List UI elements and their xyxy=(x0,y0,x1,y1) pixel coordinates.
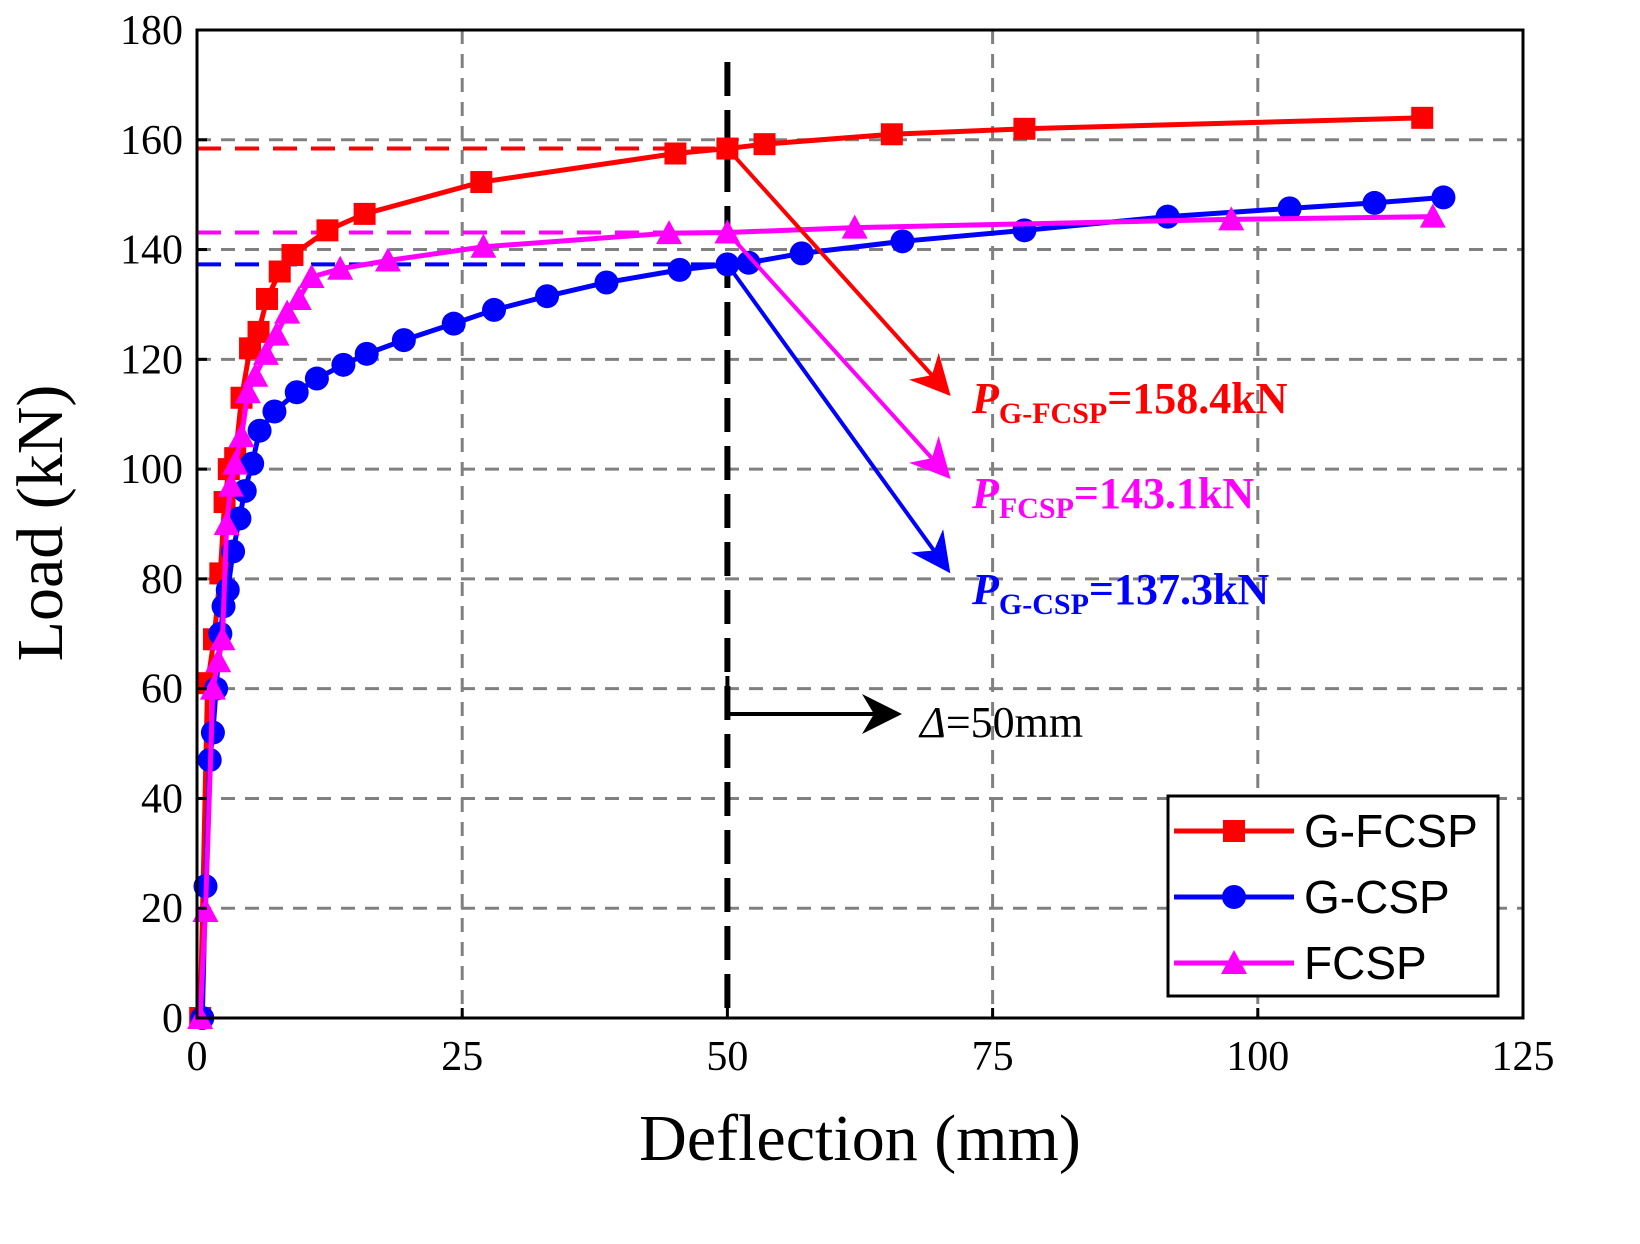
data-point-g-csp xyxy=(789,241,814,266)
data-point-g-csp xyxy=(535,284,560,309)
series-fcsp xyxy=(187,203,1446,1029)
y-tick-label: 140 xyxy=(120,228,183,274)
x-tick-label: 75 xyxy=(972,1034,1014,1080)
data-point-g-csp xyxy=(262,399,287,424)
data-point-fcsp xyxy=(228,423,255,448)
data-point-g-csp xyxy=(284,380,309,405)
data-point-g-csp xyxy=(1277,196,1302,221)
annotation-arrow xyxy=(725,263,951,574)
y-tick-label: 0 xyxy=(162,996,183,1042)
legend: G-FCSP G-CSP FCSP xyxy=(1166,794,1500,998)
axes: 0 25 50 75 100 125 0 20 40 60 80 100 120 140 160 180 xyxy=(120,8,1555,1080)
data-point-g-csp xyxy=(215,577,240,602)
data-point-g-fcsp xyxy=(880,123,903,146)
data-point-g-csp xyxy=(441,311,466,336)
delta-label: Δ=50mm xyxy=(918,698,1083,747)
data-point-g-fcsp xyxy=(1411,106,1434,129)
legend-label-g-fcsp: G-FCSP xyxy=(1304,805,1478,857)
data-point-g-csp xyxy=(354,341,379,366)
series-line-g-fcsp xyxy=(197,115,1423,1019)
data-point-fcsp xyxy=(209,626,236,651)
annotation-arrow xyxy=(725,147,951,396)
data-point-fcsp xyxy=(199,675,226,700)
y-tick-label: 40 xyxy=(141,776,183,822)
x-tick-label: 125 xyxy=(1492,1034,1555,1080)
y-tick-label: 80 xyxy=(141,557,183,603)
plot-frame xyxy=(195,28,1525,1020)
legend-label-fcsp: FCSP xyxy=(1304,937,1427,989)
data-point-g-fcsp xyxy=(247,320,270,343)
data-point-g-fcsp xyxy=(753,133,776,156)
x-tick-label: 100 xyxy=(1226,1034,1289,1080)
data-point-fcsp xyxy=(841,214,868,239)
x-tick-label: 25 xyxy=(441,1034,483,1080)
legend-marker-fcsp xyxy=(1221,950,1247,974)
annotation-label: PFCSP=143.1kN xyxy=(971,469,1254,525)
data-point-g-fcsp xyxy=(1013,117,1036,140)
data-point-fcsp xyxy=(213,511,240,535)
data-point-g-csp xyxy=(232,479,257,504)
data-point-g-fcsp xyxy=(316,219,339,242)
data-point-fcsp xyxy=(470,233,497,258)
data-point-g-csp xyxy=(391,328,416,353)
y-tick-label: 100 xyxy=(120,447,183,493)
y-tick-label: 60 xyxy=(141,667,183,713)
data-point-g-csp xyxy=(1155,204,1180,229)
data-point-g-csp xyxy=(736,250,761,275)
data-point-g-fcsp xyxy=(664,142,687,165)
data-point-fcsp xyxy=(1419,203,1446,228)
data-point-fcsp xyxy=(205,648,232,673)
data-point-g-fcsp xyxy=(281,244,304,267)
data-point-g-fcsp xyxy=(256,287,279,310)
data-point-g-csp xyxy=(247,418,272,443)
x-axis-title: Deflection (mm) xyxy=(639,1102,1081,1175)
data-point-g-csp xyxy=(890,229,915,254)
annotation-label: PG-CSP=137.3kN xyxy=(971,565,1269,621)
data-point-fcsp xyxy=(252,340,279,365)
y-tick-label: 160 xyxy=(120,118,183,164)
data-point-g-csp xyxy=(240,451,265,476)
legend-label-g-csp: G-CSP xyxy=(1304,871,1450,923)
data-point-fcsp xyxy=(1218,206,1245,231)
data-point-fcsp xyxy=(327,255,354,280)
annotation-label: PG-FCSP=158.4kN xyxy=(971,374,1288,430)
data-point-g-csp xyxy=(304,366,329,391)
data-point-fcsp xyxy=(285,285,312,310)
data-point-fcsp xyxy=(242,362,269,387)
data-point-g-csp xyxy=(594,270,619,295)
data-point-fcsp xyxy=(234,379,261,404)
data-point-fcsp xyxy=(263,321,290,346)
data-point-g-csp xyxy=(667,257,692,282)
data-point-fcsp xyxy=(274,299,301,324)
data-series xyxy=(187,106,1456,1030)
data-point-fcsp xyxy=(192,897,219,922)
data-point-g-fcsp xyxy=(353,202,376,225)
y-tick-label: 120 xyxy=(120,337,183,383)
data-point-g-csp xyxy=(1431,185,1456,210)
y-tick-label: 20 xyxy=(141,886,183,932)
data-point-g-csp xyxy=(331,352,356,377)
y-tick-label: 180 xyxy=(120,8,183,54)
y-axis-title: Load (kN) xyxy=(4,385,77,662)
data-point-fcsp xyxy=(656,220,683,245)
data-point-g-csp xyxy=(482,297,507,322)
data-point-fcsp xyxy=(217,472,244,497)
annotations: PG-FCSP=158.4kN PFCSP=143.1kN PG-CSP=137.3… xyxy=(725,147,1288,747)
annotation-arrow xyxy=(725,231,951,479)
legend-marker-g-csp xyxy=(1222,885,1246,909)
x-tick-label: 0 xyxy=(187,1034,208,1080)
data-point-g-fcsp xyxy=(470,171,493,194)
legend-marker-g-fcsp xyxy=(1223,820,1245,842)
data-point-fcsp xyxy=(298,264,325,288)
data-point-g-csp xyxy=(1362,190,1387,215)
data-point-fcsp xyxy=(374,247,401,272)
x-tick-label: 50 xyxy=(706,1034,748,1080)
data-point-fcsp xyxy=(222,450,249,475)
